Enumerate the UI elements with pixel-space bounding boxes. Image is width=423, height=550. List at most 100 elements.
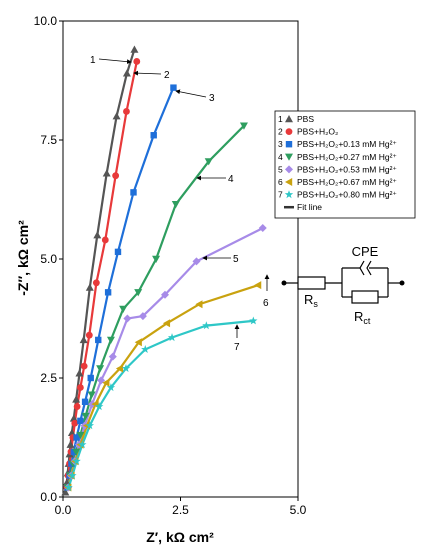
legend-marker bbox=[285, 141, 293, 148]
data-point-series-2 bbox=[101, 236, 109, 244]
data-point-series-5 bbox=[192, 257, 201, 266]
data-point-series-7 bbox=[167, 333, 177, 342]
data-point-series-2 bbox=[73, 403, 81, 410]
x-tick-label: 2.5 bbox=[172, 503, 189, 517]
cpe-element bbox=[359, 260, 372, 276]
data-point-series-4 bbox=[134, 289, 143, 297]
data-point-series-2 bbox=[112, 172, 120, 180]
data-point-series-7 bbox=[64, 483, 73, 491]
fit-line-series-6 bbox=[67, 284, 259, 488]
y-axis-title: -Z″, kΩ cm² bbox=[15, 220, 31, 296]
resistor-rct bbox=[351, 290, 379, 304]
data-point-series-1 bbox=[102, 169, 111, 177]
data-point-series-3 bbox=[130, 189, 137, 196]
resistor-rs bbox=[297, 276, 326, 290]
data-point-series-4 bbox=[96, 365, 105, 373]
legend-label: PBS+H₂O₂+0.67 mM Hg²⁺ bbox=[297, 177, 397, 187]
legend-marker bbox=[285, 178, 293, 186]
data-point-series-1 bbox=[93, 231, 102, 239]
data-point-series-3 bbox=[104, 289, 112, 296]
legend-number: 7 bbox=[278, 190, 283, 200]
cpe-label: CPE bbox=[352, 244, 379, 259]
data-point-series-3 bbox=[114, 248, 122, 256]
plot-frame bbox=[62, 20, 299, 498]
data-point-series-1 bbox=[85, 283, 94, 291]
data-point-series-4 bbox=[81, 412, 90, 421]
data-point-series-5 bbox=[160, 290, 169, 299]
data-point-series-1 bbox=[75, 369, 84, 377]
axis-ticks: 0.0 2.5 5.0 0.0 2.5 5.0 7.5 10.0 bbox=[34, 14, 307, 517]
rs-label: Rs bbox=[304, 292, 318, 309]
circuit-terminal-right bbox=[399, 280, 405, 286]
legend-box bbox=[274, 110, 416, 219]
data-point-series-6 bbox=[102, 378, 110, 387]
data-point-series-7 bbox=[72, 456, 81, 465]
data-point-series-2 bbox=[80, 362, 88, 370]
rct-label: Rct bbox=[354, 309, 371, 326]
x-tick-label: 0.0 bbox=[55, 503, 72, 517]
data-point-series-3 bbox=[95, 336, 102, 344]
data-point-series-1 bbox=[66, 440, 75, 448]
legend-marker bbox=[285, 128, 293, 136]
data-point-series-3 bbox=[73, 434, 80, 441]
data-point-series-7 bbox=[85, 421, 94, 430]
data-point-series-2 bbox=[92, 279, 100, 287]
data-point-series-1 bbox=[112, 112, 121, 120]
y-tick-label: 5.0 bbox=[40, 252, 57, 266]
data-point-series-4 bbox=[87, 391, 96, 399]
legend-label: PBS+H₂O₂+0.53 mM Hg²⁺ bbox=[297, 164, 397, 174]
data-point-series-6 bbox=[254, 281, 262, 290]
circuit-terminal-left bbox=[281, 280, 287, 286]
data-point-series-7 bbox=[78, 440, 87, 449]
legend: 1 PBS 2 PBS+H₂O₂ 3 PBS+H₂O₂+0.13 mM Hg²⁺ 4 PBS+… bbox=[274, 110, 416, 219]
data-point-series-7 bbox=[121, 364, 131, 372]
data-point-series-6 bbox=[115, 364, 124, 373]
data-point-series-6 bbox=[134, 338, 142, 347]
data-point-series-3 bbox=[77, 417, 84, 425]
data-point-series-4 bbox=[76, 431, 85, 440]
data-point-series-6 bbox=[195, 300, 203, 309]
callout-arrow bbox=[133, 70, 162, 76]
data-point-series-3 bbox=[70, 448, 78, 455]
callout-arrow bbox=[175, 89, 207, 98]
data-point-series-3 bbox=[81, 398, 89, 405]
fit-lines bbox=[64, 49, 264, 493]
data-point-series-2 bbox=[123, 108, 130, 115]
legend-label: PBS+H₂O₂+0.13 mM Hg²⁺ bbox=[297, 139, 397, 149]
fit-line-series-5 bbox=[67, 227, 264, 488]
equivalent-circuit: CPE Rs Rct bbox=[281, 244, 405, 326]
callout-arrow bbox=[98, 58, 132, 65]
data-point-series-3 bbox=[150, 132, 157, 139]
data-point-series-1 bbox=[79, 335, 88, 344]
data-point-series-3 bbox=[87, 374, 94, 382]
data-point-series-7 bbox=[141, 345, 150, 353]
y-tick-label: 10.0 bbox=[34, 14, 58, 28]
legend-label: PBS+H₂O₂ bbox=[297, 127, 338, 137]
data-point-series-5 bbox=[108, 352, 117, 361]
y-tick-label: 0.0 bbox=[40, 490, 57, 504]
data-point-series-2 bbox=[71, 419, 79, 427]
legend-number: 6 bbox=[278, 177, 283, 187]
data-point-series-4 bbox=[152, 255, 161, 263]
data-point-series-6 bbox=[162, 319, 171, 328]
data-point-series-7 bbox=[249, 316, 258, 325]
data-point-series-4 bbox=[72, 448, 81, 456]
legend-marker bbox=[285, 153, 293, 161]
data-point-series-4 bbox=[171, 201, 180, 209]
data-point-series-1 bbox=[72, 395, 81, 403]
data-point-series-1 bbox=[67, 428, 76, 436]
legend-marker bbox=[285, 165, 293, 174]
callout-number: 5 bbox=[233, 254, 239, 265]
data-point-series-2 bbox=[85, 331, 93, 339]
y-tick-label: 7.5 bbox=[40, 133, 57, 147]
data-point-series-2 bbox=[76, 384, 84, 391]
callout-number: 1 bbox=[90, 55, 96, 66]
data-point-series-4 bbox=[119, 305, 128, 313]
data-point-series-5 bbox=[258, 224, 267, 233]
y-tick-label: 2.5 bbox=[40, 371, 57, 385]
data-point-series-7 bbox=[106, 383, 116, 392]
legend-number: 2 bbox=[278, 127, 283, 137]
data-points bbox=[61, 45, 267, 496]
x-axis-title: Z′, kΩ cm² bbox=[146, 529, 214, 545]
